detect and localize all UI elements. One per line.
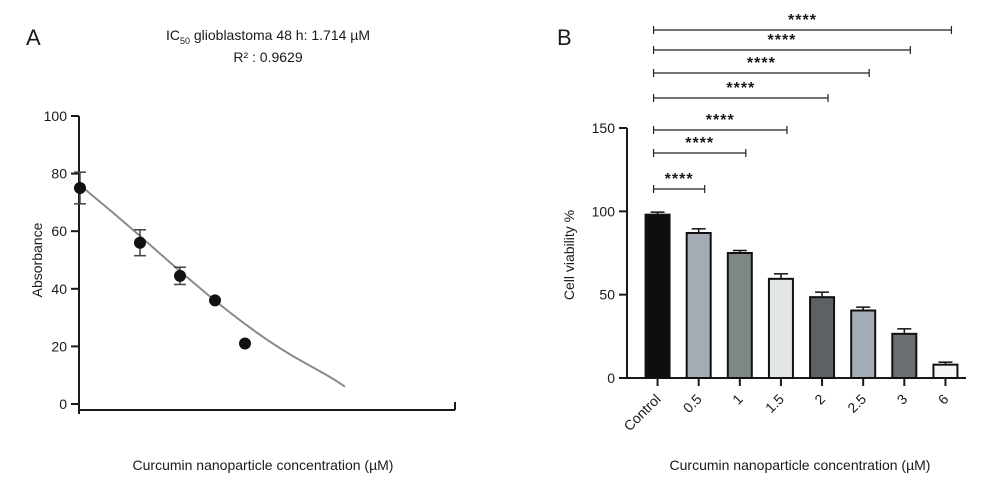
panel-a-data-point — [209, 294, 221, 307]
panel-b-x-tick-label: Control — [620, 391, 663, 434]
panel-b-x-axis-title: Curcumin nanoparticle concentration (µM) — [670, 457, 931, 473]
panel-a-y-tick-label: 80 — [51, 166, 67, 182]
panel-a-y-tick-label: 100 — [44, 108, 68, 124]
panel-b-bar — [726, 252, 753, 379]
panel-a-title-subscript: 50 — [180, 36, 190, 46]
panel-b-x-tick-label: 3 — [894, 391, 911, 408]
panel-a-y-ticks: 0 20 40 60 80 100 — [44, 108, 79, 412]
panel-b-y-axis-title: Cell viability % — [561, 210, 577, 300]
panel-b-y-tick-label: 100 — [592, 203, 616, 219]
panel-b-bar — [932, 363, 959, 379]
panel-b-x-tick-label: 1 — [729, 391, 746, 408]
panel-a-subtitle: R² : 0.9629 — [233, 49, 302, 65]
panel-a-data-point — [74, 182, 86, 194]
panel-b-x-tick-label: 0.5 — [680, 391, 705, 416]
panel-b-bar — [644, 213, 671, 379]
panel-b-x-tick-label: 6 — [935, 391, 952, 408]
panel-b-significance-brackets: **** **** **** **** **** **** **** — [652, 12, 953, 193]
panel-a-y-axis-title: Absorbance — [29, 222, 45, 297]
panel-a-title-suffix: glioblastoma 48 h: 1.714 µM — [190, 27, 370, 43]
panel-b-significance-label: **** — [726, 80, 755, 97]
panel-b-bars — [644, 211, 959, 380]
panel-b-x-ticks: Control 0.5 1 1.5 2 2.5 3 6 — [620, 378, 952, 434]
panel-b-label: B — [557, 25, 572, 50]
panel-b-significance-label: **** — [788, 12, 817, 29]
panel-a-data-point — [134, 236, 146, 249]
panel-a-y-tick-label: 60 — [51, 223, 67, 239]
panel-b-bar — [891, 332, 918, 380]
panel-a-x-axis-title: Curcumin nanoparticle concentration (µM) — [133, 457, 394, 473]
panel-b-x-tick-label: 2 — [811, 391, 828, 408]
panel-a-data-points — [74, 171, 251, 350]
panel-b-bar — [767, 277, 794, 380]
panel-a-data-point — [239, 337, 251, 350]
panel-a-label: A — [26, 25, 41, 50]
panel-a-scatter-chart: A IC50 glioblastoma 48 h: 1.714 µM R² : … — [26, 25, 456, 473]
panel-b-significance-label: **** — [685, 135, 714, 152]
panel-b-y-tick-label: 150 — [592, 120, 616, 136]
panel-a-axes — [78, 116, 456, 414]
panel-a-title: IC50 glioblastoma 48 h: 1.714 µM — [166, 27, 370, 46]
panel-b-bar — [809, 296, 836, 379]
panel-b-bar — [685, 232, 712, 379]
panel-a-y-tick-label: 0 — [59, 396, 67, 412]
panel-b-x-tick-label: 2.5 — [844, 391, 869, 416]
panel-b-significance-label: **** — [665, 171, 694, 188]
panel-b-bar — [850, 309, 877, 379]
panel-a-data-point — [174, 269, 186, 282]
panel-b-significance-label: **** — [747, 55, 776, 72]
panel-b-significance-label: **** — [706, 112, 735, 129]
panel-a-y-tick-label: 40 — [51, 281, 67, 297]
panel-b-y-tick-label: 0 — [607, 370, 615, 386]
panel-a-fit-curve — [79, 184, 346, 388]
panel-b-y-ticks: 0 50 100 150 — [592, 120, 627, 386]
panel-b-y-tick-label: 50 — [599, 287, 615, 303]
panel-a-title-prefix: IC — [166, 27, 180, 43]
panel-a-y-tick-label: 20 — [51, 338, 67, 354]
panel-b-x-tick-label: 1.5 — [762, 391, 787, 416]
panel-b-significance-label: **** — [767, 32, 796, 49]
